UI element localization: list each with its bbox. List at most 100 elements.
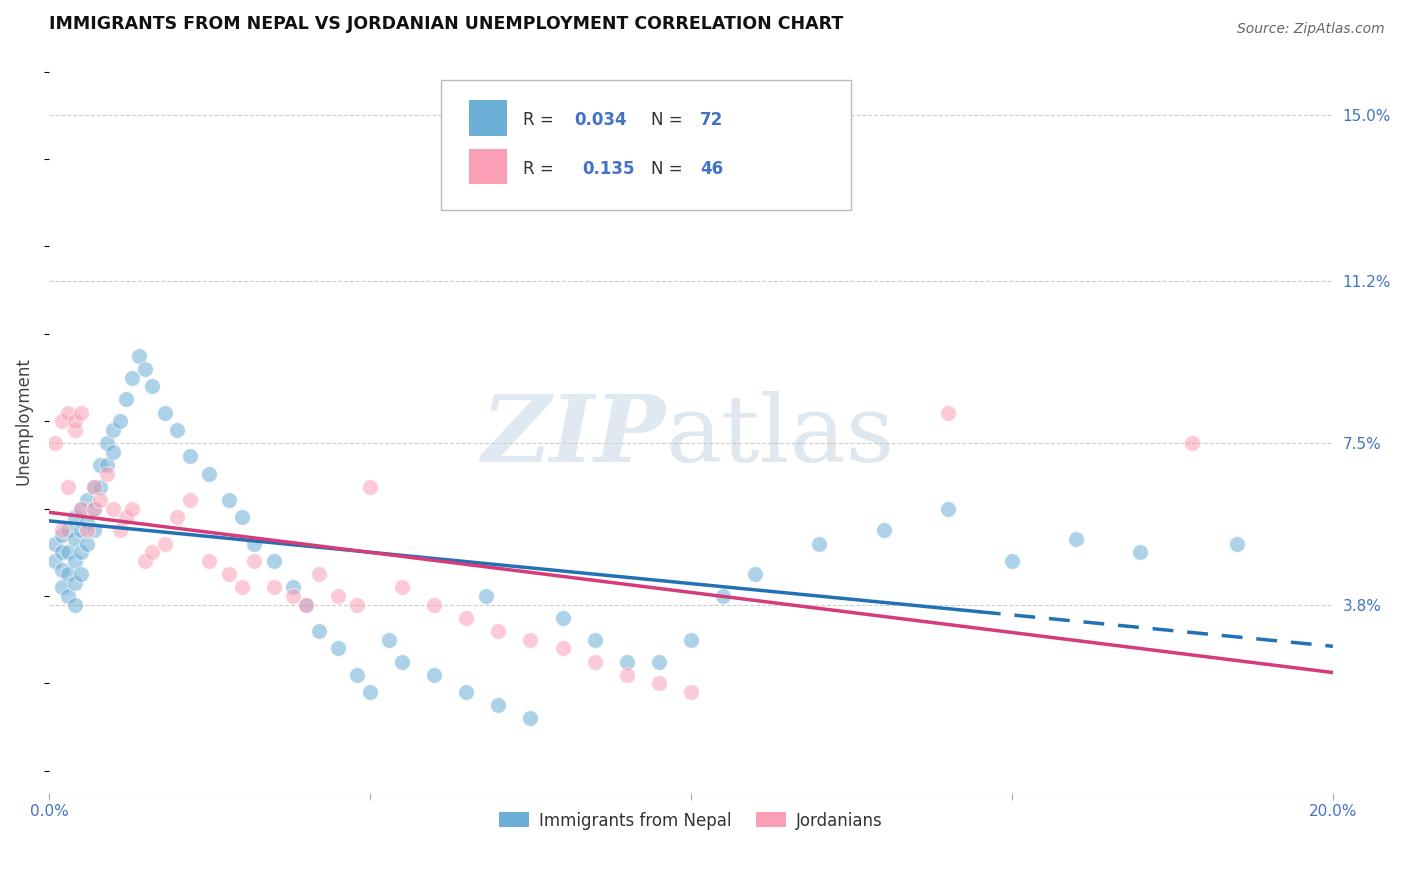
Point [474,589,496,603]
Point [76,492,98,507]
Point [44,436,66,450]
Point [63,598,86,612]
Point [486,698,509,713]
Point [308,624,330,638]
FancyBboxPatch shape [440,79,852,210]
Point [616,667,638,681]
Point [808,536,831,550]
Point [51,528,73,542]
Point [218,567,240,582]
Y-axis label: Unemployment: Unemployment [15,358,32,485]
Point [58,524,80,538]
Point [519,632,541,647]
Point [121,370,143,384]
Point [166,423,188,437]
Point [456,685,478,699]
Point [63,423,86,437]
Point [936,501,959,516]
Point [121,501,143,516]
Point [108,524,131,538]
Point [1181,436,1204,450]
Point [141,379,163,393]
Text: Source: ZipAtlas.com: Source: ZipAtlas.com [1237,22,1385,37]
Point [128,349,150,363]
Point [89,492,111,507]
Text: ZIP: ZIP [481,391,665,481]
Point [63,575,86,590]
Point [872,524,894,538]
Point [58,589,80,603]
Text: 72: 72 [700,112,723,129]
Point [76,515,98,529]
Point [486,624,509,638]
Point [326,589,349,603]
Point [648,655,671,669]
Point [679,632,702,647]
Text: N =: N = [651,160,688,178]
Bar [468,100,508,136]
Point [83,501,105,516]
Point [96,436,118,450]
Bar [468,149,508,185]
Point [101,501,124,516]
Point [326,641,349,656]
Point [63,533,86,547]
Point [51,563,73,577]
Point [96,467,118,481]
Point [551,611,574,625]
Point [294,598,316,612]
Point [744,567,766,582]
Point [76,524,98,538]
Point [294,598,316,612]
Point [51,524,73,538]
Point [359,480,381,494]
Point [281,580,304,594]
Point [70,567,93,582]
Point [378,632,401,647]
Point [1064,533,1087,547]
Point [134,361,156,376]
Point [423,667,446,681]
Legend: Immigrants from Nepal, Jordanians: Immigrants from Nepal, Jordanians [492,805,890,837]
Point [153,405,176,419]
Text: 0.034: 0.034 [574,112,627,129]
Text: N =: N = [651,112,688,129]
Point [648,676,671,690]
Point [243,554,266,568]
Point [179,449,201,463]
Point [1001,554,1024,568]
Point [70,501,93,516]
Point [108,414,131,428]
Point [179,492,201,507]
Point [346,667,368,681]
Point [679,685,702,699]
Point [63,554,86,568]
Point [76,536,98,550]
Point [83,501,105,516]
Point [44,536,66,550]
Text: atlas: atlas [665,391,894,481]
Point [115,510,138,524]
Point [218,492,240,507]
Point [616,655,638,669]
Point [231,580,253,594]
Point [346,598,368,612]
Point [263,554,285,568]
Point [58,567,80,582]
Point [231,510,253,524]
Point [101,423,124,437]
Point [115,392,138,407]
Point [101,445,124,459]
Point [63,414,86,428]
Point [583,632,606,647]
Point [198,554,221,568]
Point [89,480,111,494]
Point [70,545,93,559]
Point [551,641,574,656]
Point [89,458,111,472]
Point [83,524,105,538]
Point [51,545,73,559]
Point [141,545,163,559]
Point [391,655,413,669]
Point [1129,545,1152,559]
